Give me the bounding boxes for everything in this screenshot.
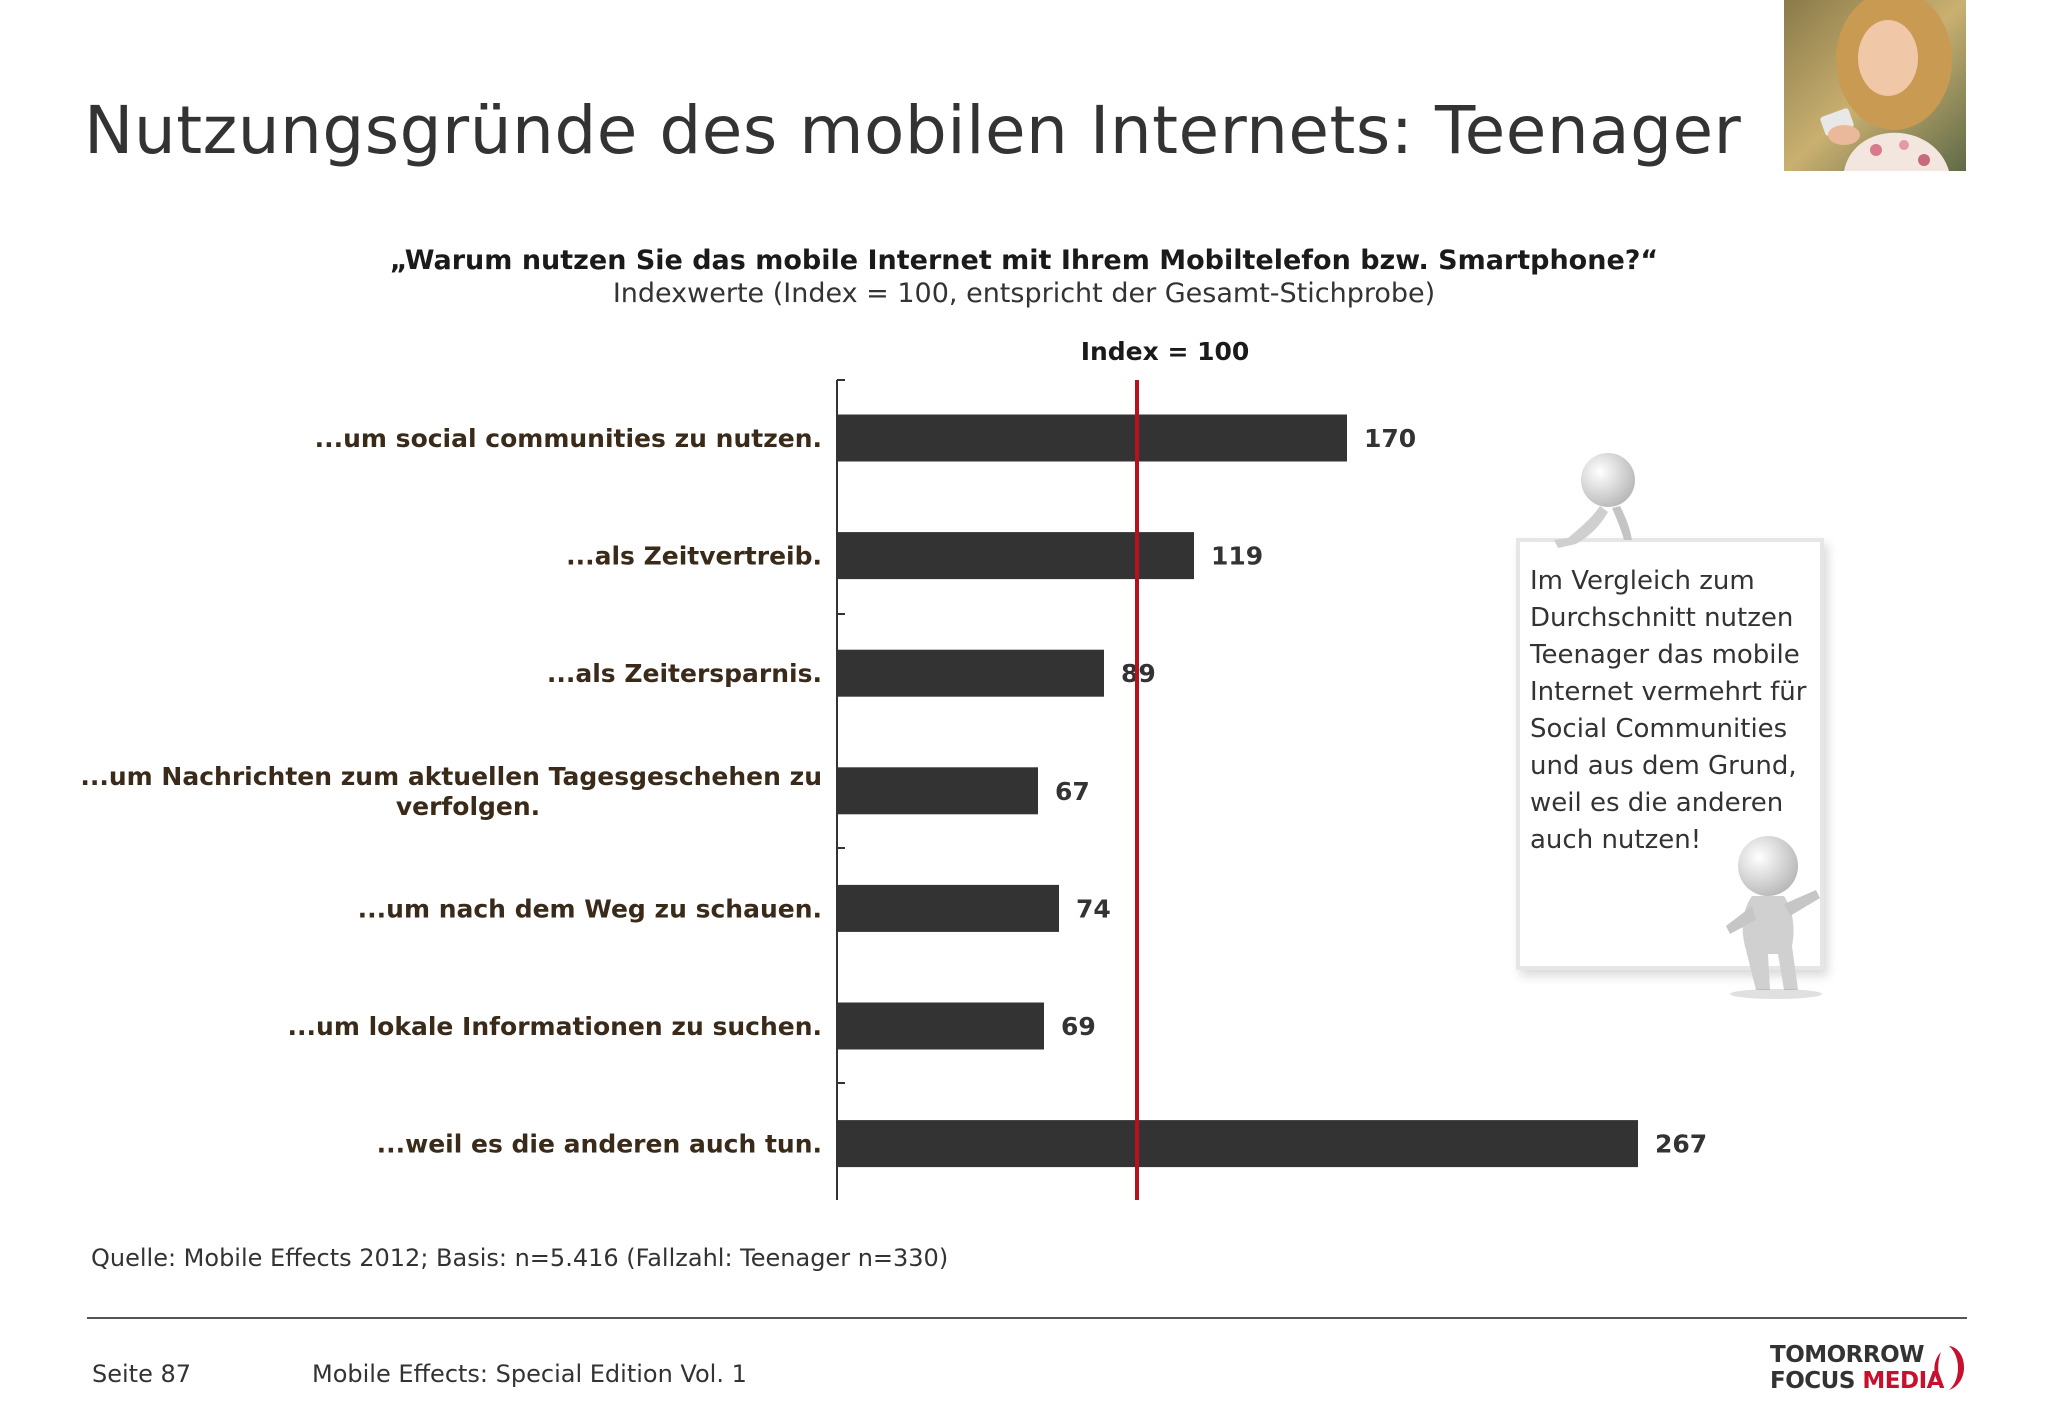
bar-chart: ...um social communities zu nutzen. 170..… — [80, 337, 1707, 1200]
page-number: Seite 87 — [92, 1360, 192, 1388]
category-label-1: ...als Zeitvertreib. — [566, 542, 822, 571]
source-note: Quelle: Mobile Effects 2012; Basis: n=5.… — [91, 1244, 949, 1272]
data-label-3: 67 — [1055, 777, 1090, 806]
tomorrow-focus-media-logo: TOMORROW FOCUS MEDIA — [1770, 1342, 1970, 1398]
category-label-5: ...um lokale Informationen zu suchen. — [288, 1012, 822, 1041]
logo-line-2: FOCUS MEDIA — [1770, 1368, 1944, 1394]
figure-top-icon — [1554, 453, 1635, 548]
category-label-2: ...als Zeitersparnis. — [547, 659, 822, 688]
data-label-0: 170 — [1364, 424, 1416, 453]
category-label-0: ...um social communities zu nutzen. — [315, 424, 822, 453]
chart-subtitle: Indexwerte (Index = 100, entspricht der … — [612, 278, 1436, 309]
bar-1 — [837, 532, 1194, 580]
bar-5 — [837, 1002, 1044, 1050]
page-title: Nutzungsgründe des mobilen Internets: Te… — [84, 92, 1742, 169]
category-label-6: ...weil es die anderen auch tun. — [377, 1130, 822, 1159]
bar-4 — [837, 884, 1059, 932]
data-label-1: 119 — [1211, 542, 1263, 571]
footer-divider — [87, 1317, 1967, 1319]
bar-6 — [837, 1120, 1638, 1168]
report-title: Mobile Effects: Special Edition Vol. 1 — [312, 1360, 747, 1388]
bar-3 — [837, 767, 1038, 815]
callout-text: Im Vergleich zum Durchschnitt nutzen Tee… — [1530, 566, 1807, 855]
logo-swoosh-icon — [1934, 1346, 1965, 1390]
data-label-4: 74 — [1076, 894, 1111, 923]
reference-line-label: Index = 100 — [1081, 337, 1250, 366]
category-label-3: ...um Nachrichten zum aktuellen Tagesges… — [80, 762, 822, 821]
data-label-6: 267 — [1655, 1130, 1707, 1159]
logo-line-1: TOMORROW — [1770, 1342, 1925, 1368]
logo-media: MEDIA — [1862, 1368, 1944, 1394]
figure-bottom-icon — [1726, 836, 1822, 999]
bar-2 — [837, 649, 1104, 697]
survey-question: „Warum nutzen Sie das mobile Internet mi… — [389, 245, 1659, 276]
bar-0 — [837, 414, 1347, 462]
data-label-5: 69 — [1061, 1012, 1096, 1041]
logo-focus: FOCUS — [1770, 1368, 1863, 1394]
teenager-photo-illustration — [1784, 0, 1966, 171]
category-label-4: ...um nach dem Weg zu schauen. — [358, 894, 822, 923]
teenager-photo — [1784, 0, 1966, 171]
